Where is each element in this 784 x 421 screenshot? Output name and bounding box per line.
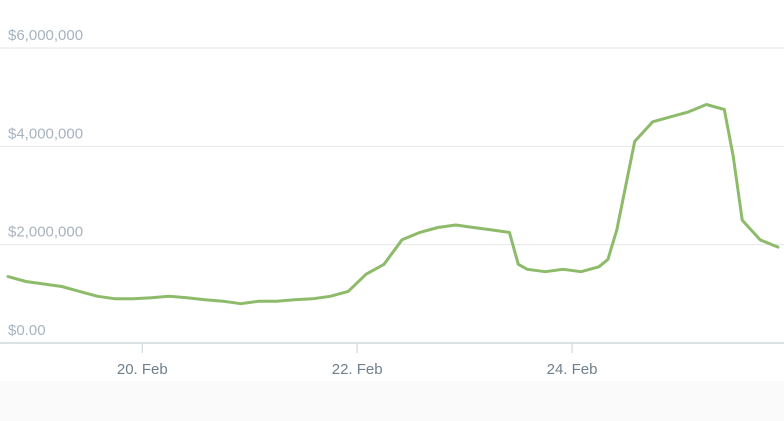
x-axis: 20. Feb 22. Feb 24. Feb [117, 343, 598, 378]
y-tick-label: $2,000,000 [8, 224, 83, 241]
y-tick-label: $0.00 [8, 322, 46, 339]
x-tick-label: 24. Feb [547, 361, 598, 378]
y-tick-label: $4,000,000 [8, 125, 83, 142]
x-tick-label: 22. Feb [332, 361, 383, 378]
chart-footer-band [0, 381, 784, 421]
x-tick-label: 20. Feb [117, 361, 168, 378]
y-axis-labels: $0.00 $2,000,000 $4,000,000 $6,000,000 [8, 27, 83, 339]
series-layer [6, 103, 780, 306]
gridlines [0, 47, 784, 246]
series-line [6, 103, 780, 306]
y-tick-label: $6,000,000 [8, 27, 83, 44]
